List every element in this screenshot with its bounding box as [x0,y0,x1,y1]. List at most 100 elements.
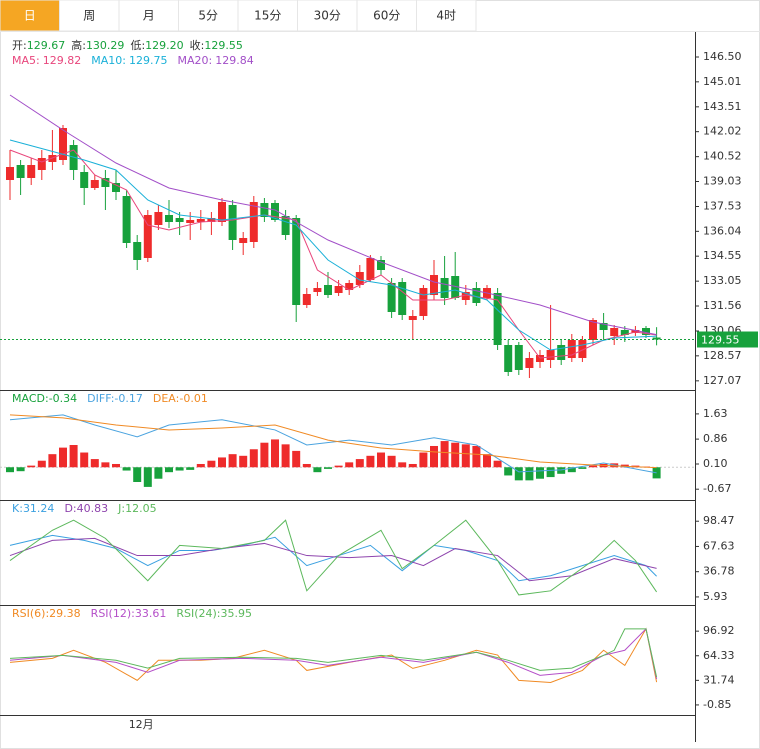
candle-body [355,272,364,285]
macd-bar [90,459,99,468]
legend-sep: : [217,607,221,620]
tab[interactable] [416,0,477,32]
macd-bar [461,444,470,468]
indicator-legend: RSI(6):29.38 RSI(12):33.61 RSI(24):35.95 [12,607,252,620]
macd-bar [366,455,375,468]
legend-name: MA20 [177,54,208,67]
macd-bar [334,465,343,468]
tab-label[interactable]: 4时 [436,9,456,23]
y-tick-label: 139.03 [703,175,742,188]
candle-body [27,165,36,178]
macd-bar [324,467,332,469]
legend-sep: : [208,54,212,67]
ohlc-value: 130.29 [86,39,125,52]
candle-body [196,219,205,222]
tab[interactable] [118,0,179,32]
candle-body [260,203,269,217]
candle-body [207,218,216,222]
candle-body [377,260,385,270]
ohlc-value: 129.55 [204,39,243,52]
y-tick-label: 131.56 [703,299,742,312]
macd-bar [37,460,46,468]
indicator-legend: K:31.24 D:40.83 J:12.05 [12,502,157,515]
tab[interactable] [59,0,120,32]
legend-name: MACD [12,392,45,405]
tab[interactable] [297,0,358,32]
y-tick-label: 136.04 [703,224,742,237]
legend-sep: : [45,607,49,620]
macd-bar [27,465,36,468]
candle-body [461,292,470,300]
macd-bar [16,467,25,472]
ohlc-name: 高 [71,38,82,52]
tab-label[interactable]: 60分 [373,9,400,23]
macd-bar [546,467,555,478]
candle-body [16,165,25,178]
candle-body [504,345,513,372]
macd-bar [567,467,576,473]
candle-body [334,286,343,293]
candle-body [6,167,14,180]
y-tick-label: 31.74 [703,673,735,686]
macd-bar [387,455,396,468]
indicator-line [9,149,657,359]
y-tick-label: 0.86 [703,432,728,445]
macd-bar [48,454,57,468]
macd-bar [302,463,311,468]
macd-bar [398,462,407,468]
y-tick-label: 96.92 [703,624,735,637]
macd-bar [355,459,364,468]
candle-body [366,258,375,280]
tab-label[interactable]: 周 [83,9,95,23]
macd-bar [207,460,216,468]
candle-body [218,202,226,222]
y-tick-label: 143.51 [703,100,742,113]
legend-value: 31.24 [23,502,55,515]
candle-body [652,337,661,340]
candle-body [387,283,396,312]
candle-body [610,328,619,336]
indicator-line [9,414,657,474]
macd-bar [557,467,566,474]
candle-body [143,215,152,258]
macd-bar [154,467,163,479]
candle-body [292,218,301,305]
legend-value: -0.34 [49,392,77,405]
tab-label[interactable]: 5分 [198,9,218,23]
macd-bar [578,467,587,469]
tab[interactable] [178,0,239,32]
tab[interactable] [0,0,60,32]
macd-bar [377,452,385,468]
tab-label[interactable]: 15分 [254,9,281,23]
macd-bar [218,457,226,468]
indicator-line [9,628,658,678]
macd-bar [196,463,205,468]
y-tick-label: -0.85 [703,698,731,711]
legend-value: 29.38 [49,607,81,620]
candle-body [101,178,110,187]
tab-label[interactable]: 日 [24,9,36,23]
tab-label[interactable]: 月 [143,9,155,23]
candle-body [493,293,502,345]
candle-body [430,275,438,295]
macd-bar [165,467,173,473]
candle-body [345,283,354,290]
ohlc-name: 低 [130,39,141,52]
tab[interactable] [356,0,417,32]
candle-body [398,282,407,315]
tab-label[interactable]: 30分 [314,9,341,23]
tab[interactable] [237,0,298,32]
indicator-line [9,139,657,351]
macd-bar [419,452,428,468]
candle-body [578,340,587,358]
macd-bar [313,467,322,473]
candle-body [302,294,311,305]
legend-name: RSI(12) [91,607,131,620]
y-tick-label: 133.05 [703,274,742,287]
candle-body [37,158,46,170]
candle-body [122,196,131,243]
legend-name: J [117,502,121,515]
y-tick-label: 140.52 [703,150,742,163]
macd-bar [430,445,438,468]
